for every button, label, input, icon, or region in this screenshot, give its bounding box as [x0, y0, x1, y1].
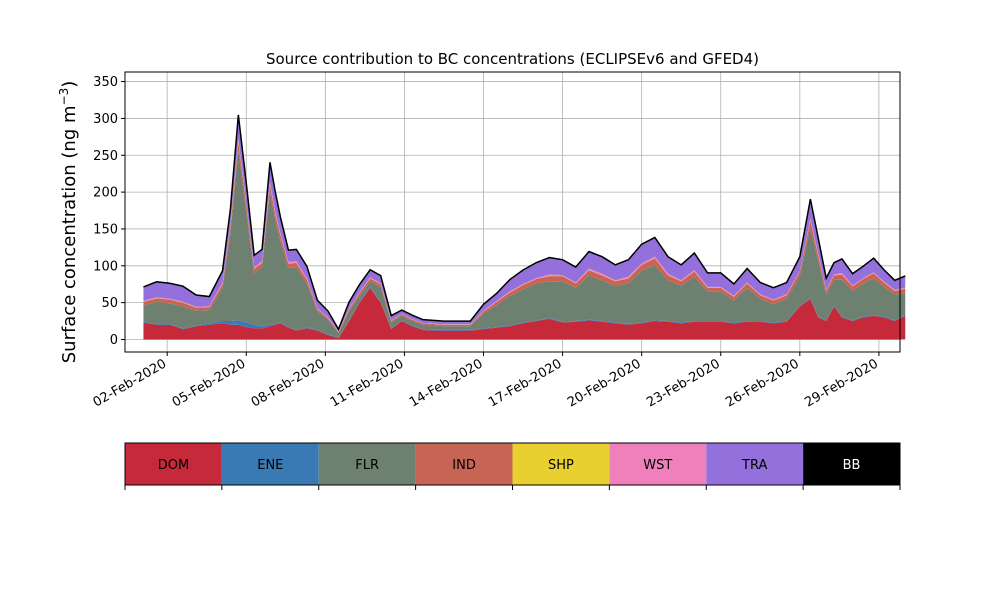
legend-swatch-wst [609, 443, 707, 485]
legend-label-ene: ENE [257, 458, 283, 473]
legend-swatch-tra [706, 443, 804, 485]
y-axis-label: Surface concentration (ng m−3) [57, 81, 80, 364]
y-tick-label: 250 [93, 149, 118, 164]
area-tra [143, 117, 906, 332]
area-dom [143, 287, 906, 340]
y-tick-label: 50 [101, 296, 118, 311]
y-tick-label: 150 [93, 222, 118, 237]
legend-label-shp: SHP [548, 458, 574, 473]
legend-colorbar: DOM ENE FLR IND SHP WST TRA BB [124, 442, 901, 490]
y-tick-label: 0 [110, 333, 118, 348]
y-tick-label: 350 [93, 75, 118, 90]
legend-label-wst: WST [643, 458, 672, 473]
legend-swatch-dom [125, 443, 222, 485]
legend-swatch-ene [221, 443, 319, 485]
legend-label-ind: IND [452, 458, 476, 473]
y-axis-label-superscript: −3 [57, 88, 71, 106]
y-tick-label: 100 [93, 259, 118, 274]
legend-swatch-shp [512, 443, 610, 485]
y-axis-label-main: Surface concentration (ng m [59, 105, 80, 363]
legend-label-dom: DOM [158, 458, 189, 473]
chart-title: Source contribution to BC concentrations… [266, 50, 759, 68]
total-line [143, 114, 906, 331]
legend-label-bb: BB [843, 458, 861, 473]
legend-swatch-bb [803, 443, 900, 485]
legend-label-flr: FLR [355, 458, 379, 473]
axes-frame [124, 71, 901, 353]
y-tick-label: 200 [93, 186, 118, 201]
y-axis-label-suffix: ) [59, 81, 80, 88]
legend-swatch-ind [415, 443, 513, 485]
legend-swatch-flr [318, 443, 416, 485]
y-tick-label: 300 [93, 112, 118, 127]
legend-label-tra: TRA [741, 458, 767, 473]
area-flr [143, 150, 906, 338]
